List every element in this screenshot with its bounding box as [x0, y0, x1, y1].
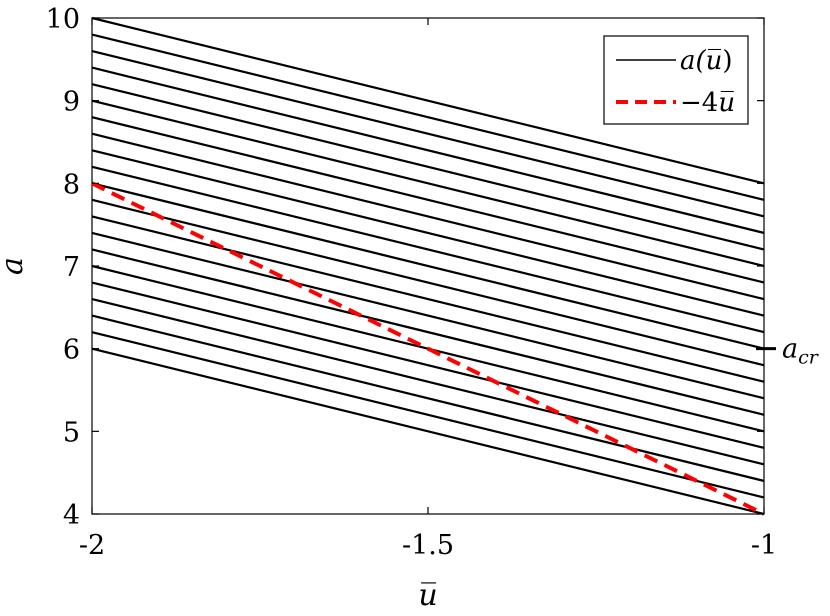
y-axis-label: a: [0, 257, 30, 275]
x-tick-label: -2: [79, 530, 105, 561]
series-line-0-13: [91, 132, 765, 301]
series-line-0-17: [91, 66, 765, 235]
ticks-layer: -2 -1.5 -1 4 5 6 7 8 9 10: [46, 4, 778, 561]
series-line-0-12: [91, 149, 765, 317]
y-tick-label: 9: [63, 87, 80, 118]
legend-label-1: −4u̅: [680, 88, 735, 118]
series-line-1-0: [91, 181, 765, 516]
annotation-a-cr: acr: [756, 334, 820, 369]
series-line-0-6: [91, 248, 765, 416]
series-layer: [91, 16, 765, 516]
y-tick-label: 5: [63, 417, 80, 448]
legend: a(u̅) −4u̅: [603, 35, 749, 125]
series-line-0-11: [91, 165, 765, 334]
series-line-0-1: [91, 331, 765, 499]
x-tick-label: -1: [751, 530, 777, 561]
series-line-0-2: [91, 314, 765, 483]
y-tick-label: 7: [63, 252, 80, 283]
y-tick-label: 4: [63, 500, 80, 531]
series-line-0-7: [91, 231, 765, 400]
legend-label-0: a(u̅): [680, 46, 733, 76]
series-line-0-3: [91, 297, 765, 466]
series-line-0-10: [91, 182, 765, 350]
annotation-label: acr: [782, 334, 820, 369]
series-line-0-8: [91, 215, 765, 383]
y-tick-label: 10: [46, 4, 80, 35]
y-tick-label: 8: [63, 169, 80, 200]
series-line-0-15: [91, 99, 765, 268]
axis-labels: u̅ a: [0, 257, 438, 613]
series-line-0-19: [91, 33, 765, 201]
series-line-0-4: [91, 281, 765, 449]
series-line-0-20: [91, 16, 765, 185]
x-axis-label: u̅: [418, 578, 437, 613]
series-minus-4u: [91, 181, 765, 516]
series-line-0-14: [91, 116, 765, 284]
x-tick-label: -1.5: [402, 530, 454, 561]
series-line-0-18: [91, 49, 765, 218]
series-line-0-16: [91, 83, 765, 251]
series-line-0-0: [91, 347, 765, 516]
series-a-of-u: [91, 16, 765, 516]
legend-box: [603, 35, 749, 125]
series-line-0-9: [91, 198, 765, 367]
y-tick-label: 6: [63, 335, 80, 366]
